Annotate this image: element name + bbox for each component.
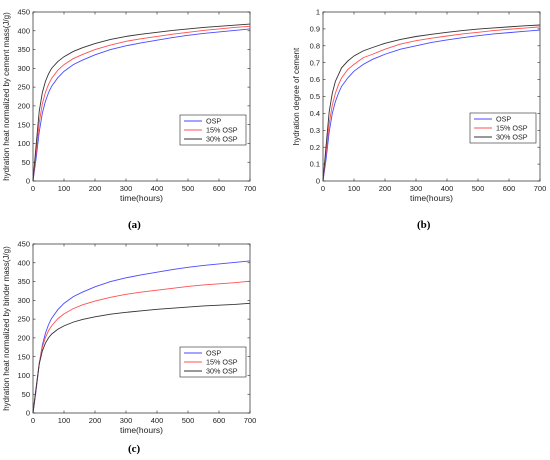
- chart-b-xtick-label: 200: [379, 184, 392, 193]
- chart-b-ytick-label: 0.3: [310, 126, 320, 135]
- caption-c: (c): [128, 443, 141, 455]
- chart-b-group: 0 100 200 300 400 500 600 700 0 0.1 0.2 0.3 0.4 0.5 0.…: [292, 8, 546, 203]
- chart-c-ytick-label: 250: [17, 315, 30, 324]
- chart-a-series-30pct-osp: [33, 23, 250, 181]
- chart-c-xlabel: time(hours): [120, 425, 163, 435]
- chart-a-ytick-label: 50: [22, 158, 30, 167]
- chart-c-ytick-label: 200: [17, 333, 30, 342]
- chart-a-plot-area: [32, 11, 251, 182]
- chart-b-legend-label-15pct-osp: 15% OSP: [496, 124, 528, 133]
- chart-a-ytick-label: 350: [17, 45, 30, 54]
- chart-c-xtick-label: 400: [151, 416, 164, 425]
- chart-a-ytick-label: 400: [17, 26, 30, 35]
- chart-b-legend-label-30pct-osp: 30% OSP: [496, 133, 528, 142]
- chart-a-xtick-label: 600: [213, 184, 226, 193]
- chart-c-ytick-label: 150: [17, 352, 30, 361]
- chart-a-ytick-label: 100: [17, 139, 30, 148]
- chart-a-series-osp: [33, 28, 250, 181]
- chart-c-legend-label-15pct-osp: 15% OSP: [206, 358, 238, 367]
- chart-c-ytick-label: 0: [26, 409, 30, 418]
- chart-a-ytick-label: 0: [26, 177, 30, 186]
- chart-b-series-30pct-osp: [323, 24, 540, 181]
- chart-c-ytick-label: 400: [17, 258, 30, 267]
- chart-a-ytick-label: 150: [17, 120, 30, 129]
- chart-b-xtick-label: 300: [410, 184, 423, 193]
- chart-b-xtick-label: 0: [321, 184, 325, 193]
- chart-b-plot-area: [322, 11, 541, 182]
- chart-c-ytick-label: 300: [17, 296, 30, 305]
- caption-a: (a): [128, 219, 141, 231]
- chart-b-ytick-label: 0.6: [310, 75, 320, 84]
- chart-b-series-15pct-osp: [323, 26, 540, 181]
- chart-b-legend-label-osp: OSP: [496, 115, 511, 124]
- chart-a-ytick-label: 300: [17, 64, 30, 73]
- chart-c-legend-label-osp: OSP: [206, 349, 221, 358]
- chart-b-ytick-label: 0.4: [310, 109, 320, 118]
- chart-c-ytick-label: 450: [17, 240, 30, 249]
- chart-c-plot-area: [32, 243, 251, 414]
- chart-a-xtick-label: 0: [31, 184, 35, 193]
- chart-b-ytick-label: 1: [316, 8, 320, 17]
- chart-a-legend: [179, 114, 247, 146]
- chart-a-group: 0 100 200 300 400 500 600 700 0 50 100 150 200 250 300…: [2, 8, 256, 203]
- chart-b-ytick-label: 0.1: [310, 160, 320, 169]
- chart-a-ylabel: hydration heat normalized by cement mass…: [2, 12, 11, 181]
- chart-c-ytick-label: 350: [17, 277, 30, 286]
- chart-a-xlabel: time(hours): [120, 193, 163, 203]
- chart-c-xtick-label: 600: [213, 416, 226, 425]
- chart-b-xlabel: time(hours): [410, 193, 453, 203]
- chart-c-xtick-label: 100: [58, 416, 71, 425]
- chart-a-xtick-label: 700: [244, 184, 257, 193]
- chart-c-ytick-label: 50: [22, 390, 30, 399]
- chart-a-xtick-label: 400: [151, 184, 164, 193]
- chart-c-series-15pct-osp: [33, 280, 250, 413]
- chart-b-ytick-label: 0.8: [310, 41, 320, 50]
- chart-c-ytick-label: 100: [17, 371, 30, 380]
- chart-c-ylabel: hydration heat normalized by binder mass…: [2, 246, 11, 411]
- chart-a-xtick-label: 300: [120, 184, 133, 193]
- chart-b-series-osp: [323, 29, 540, 181]
- chart-c-xtick-label: 700: [244, 416, 257, 425]
- chart-a-xtick-label: 100: [58, 184, 71, 193]
- chart-a-ytick-label: 250: [17, 83, 30, 92]
- chart-b-xtick-label: 700: [534, 184, 547, 193]
- chart-c-series-30pct-osp: [33, 302, 250, 413]
- chart-b-ytick-label: 0.7: [310, 58, 320, 67]
- chart-c-xtick-label: 500: [182, 416, 195, 425]
- chart-a-ytick-label: 200: [17, 101, 30, 110]
- chart-a-xtick-label: 500: [182, 184, 195, 193]
- caption-b: (b): [417, 219, 431, 231]
- chart-b-ytick-label: 0.5: [310, 92, 320, 101]
- chart-b-xtick-label: 100: [348, 184, 361, 193]
- chart-b-ytick-label: 0.9: [310, 25, 320, 34]
- chart-a-legend-label-osp: OSP: [206, 117, 221, 126]
- chart-a-legend-label-15pct-osp: 15% OSP: [206, 126, 238, 135]
- chart-b-ylabel: hydration degree of cement: [292, 47, 301, 145]
- chart-c-xtick-label: 300: [120, 416, 133, 425]
- chart-b-ytick-label: 0: [316, 177, 320, 186]
- chart-c-xtick-label: 0: [31, 416, 35, 425]
- chart-c-legend: [179, 346, 247, 378]
- chart-b-xtick-label: 400: [441, 184, 454, 193]
- chart-c-legend-label-30pct-osp: 30% OSP: [206, 367, 238, 376]
- chart-c-group: 0 100 200 300 400 500 600 700 0 50 100 150 200 250 300…: [2, 240, 256, 435]
- chart-b-xtick-label: 500: [472, 184, 485, 193]
- chart-b-xtick-label: 600: [503, 184, 516, 193]
- chart-b-legend: [469, 112, 537, 144]
- chart-a-series-15pct-osp: [33, 25, 250, 181]
- chart-a-legend-label-30pct-osp: 30% OSP: [206, 135, 238, 144]
- chart-a-xtick-label: 200: [89, 184, 102, 193]
- chart-a-ytick-label: 450: [17, 8, 30, 17]
- chart-b-ytick-label: 0.2: [310, 143, 320, 152]
- chart-c-series-osp: [33, 260, 250, 413]
- chart-c-xtick-label: 200: [89, 416, 102, 425]
